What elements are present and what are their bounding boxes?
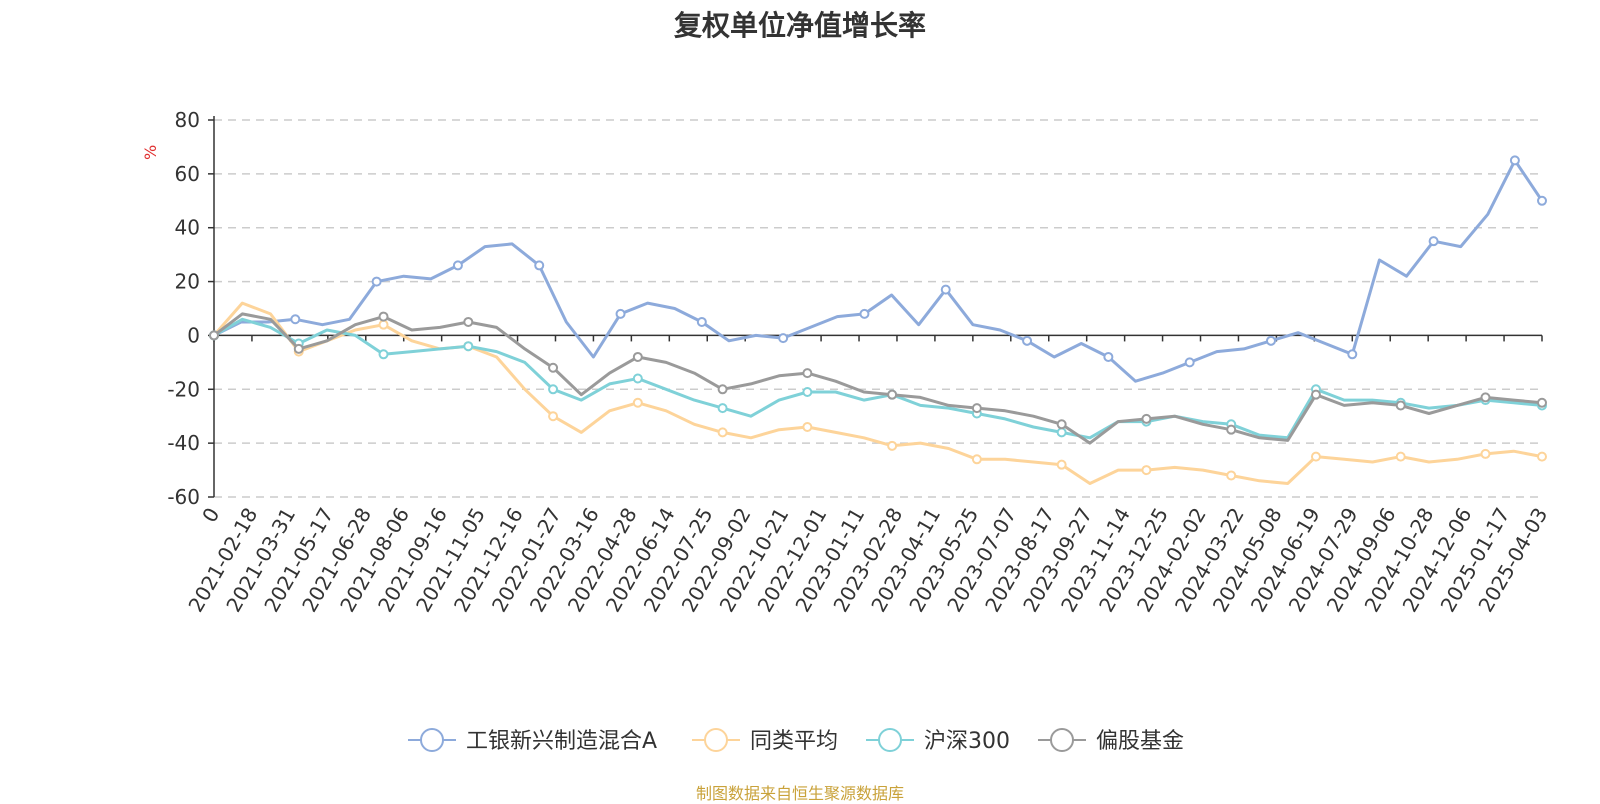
data-point — [717, 403, 728, 414]
series-line — [213, 158, 1544, 383]
legend-item[interactable]: 同类平均 — [692, 728, 838, 754]
data-point — [534, 260, 545, 271]
data-point — [717, 384, 728, 395]
legend-marker — [420, 728, 444, 752]
data-point — [1310, 389, 1321, 400]
data-point — [209, 330, 219, 341]
y-tick-label: -20 — [167, 377, 200, 401]
data-point — [1537, 195, 1547, 206]
data-point — [1022, 335, 1033, 346]
data-point — [802, 386, 813, 397]
y-tick-label: 40 — [175, 216, 200, 240]
data-point — [1265, 335, 1276, 346]
data-point — [696, 316, 707, 327]
x-tick-label: 0 — [197, 504, 224, 527]
data-point — [632, 373, 643, 384]
y-axis-label: % — [141, 145, 160, 160]
legend-item[interactable]: 沪深300 — [866, 728, 1010, 754]
data-point — [1480, 448, 1491, 459]
data-point — [1184, 357, 1195, 368]
data-point — [1310, 451, 1321, 462]
y-tick-label: 0 — [187, 323, 200, 347]
data-point — [971, 454, 982, 465]
data-point — [802, 421, 813, 432]
legend[interactable]: 工银新兴制造混合A 同类平均 沪深300 偏股基金 — [408, 728, 1184, 754]
y-tick-label: 60 — [175, 162, 200, 186]
legend-label: 工银新兴制造混合A — [466, 729, 657, 754]
y-tick-label: 80 — [175, 108, 200, 132]
legend-item[interactable]: 偏股基金 — [1038, 728, 1184, 754]
chart-title: 复权单位净值增长率 — [673, 9, 926, 42]
source-note: 制图数据来自恒生聚源数据库 — [695, 784, 904, 803]
data-point — [378, 319, 389, 330]
data-point — [632, 397, 643, 408]
legend-item[interactable]: 工银新兴制造混合A — [408, 728, 657, 754]
data-point — [1103, 351, 1114, 362]
data-point — [615, 308, 626, 319]
data-point — [717, 427, 728, 438]
data-point — [971, 403, 982, 414]
data-point — [802, 368, 813, 379]
data-point — [1226, 424, 1237, 435]
data-point — [1509, 155, 1520, 166]
data-point — [1056, 419, 1067, 430]
data-point — [1056, 459, 1067, 470]
data-point — [1226, 470, 1237, 481]
data-point — [1056, 427, 1067, 438]
data-point — [859, 308, 870, 319]
data-point — [548, 411, 559, 422]
data-point — [548, 362, 559, 373]
data-point — [378, 349, 389, 360]
data-point — [1141, 413, 1152, 424]
data-point — [463, 316, 474, 327]
legend-marker — [704, 728, 728, 752]
legend-label: 偏股基金 — [1096, 729, 1184, 754]
data-point — [632, 351, 643, 362]
data-point — [1537, 451, 1547, 462]
data-point — [290, 314, 301, 325]
data-point — [887, 440, 898, 451]
data-point — [1480, 392, 1491, 403]
legend-label: 同类平均 — [750, 729, 838, 754]
legend-label: 沪深300 — [924, 729, 1010, 754]
data-point — [887, 389, 898, 400]
data-point — [1537, 397, 1547, 408]
y-tick-label: 20 — [175, 270, 200, 294]
series-layer — [209, 155, 1547, 485]
data-point — [378, 311, 389, 322]
data-point — [1395, 451, 1406, 462]
legend-marker — [1050, 728, 1074, 752]
data-point — [1428, 236, 1439, 247]
data-point — [1395, 400, 1406, 411]
data-point — [371, 276, 382, 287]
data-point — [548, 384, 559, 395]
data-point — [1347, 349, 1358, 360]
data-point — [778, 333, 789, 344]
data-point — [1141, 465, 1152, 476]
series-line — [213, 312, 1543, 445]
data-point — [940, 284, 951, 295]
data-point — [452, 260, 463, 271]
data-point — [293, 343, 304, 354]
series-line — [213, 317, 1543, 440]
legend-marker — [878, 728, 902, 752]
data-point — [463, 341, 474, 352]
y-tick-label: -40 — [167, 431, 200, 455]
y-tick-label: -60 — [167, 485, 200, 509]
axis-layer: 806040200-20-40-6002021-02-182021-03-312… — [167, 108, 1552, 616]
